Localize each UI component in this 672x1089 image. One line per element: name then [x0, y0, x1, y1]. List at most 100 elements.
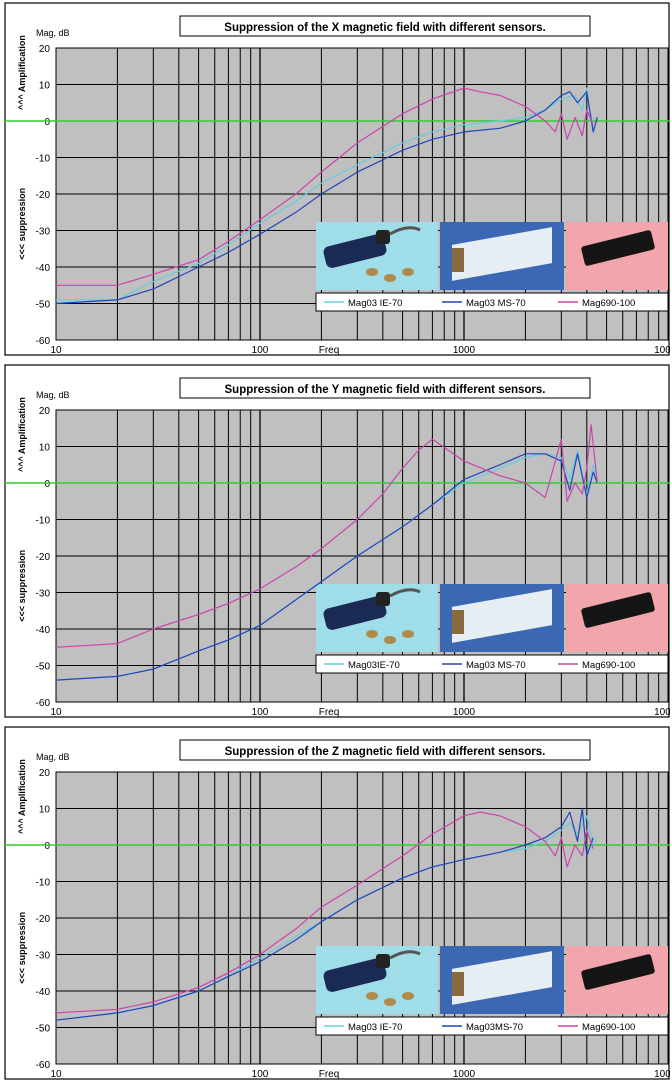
y-tick-label: -60 — [36, 336, 51, 347]
y-tick-label: 0 — [44, 841, 50, 852]
sensor-probe — [366, 992, 378, 1000]
chart-title: Suppression of the Y magnetic field with… — [225, 384, 546, 396]
y-axis-suppression-label: <<< suppression — [17, 188, 27, 260]
y-tick-label: -30 — [36, 951, 51, 962]
y-axis-amplification-label: ^^^ Amplification — [17, 35, 27, 110]
legend-label: Mag690-100 — [582, 298, 635, 309]
y-tick-label: -30 — [36, 227, 51, 238]
y-tick-label: 10 — [39, 81, 51, 92]
legend-label: Mag03 MS-70 — [466, 298, 526, 309]
sensor-black-body — [581, 954, 655, 990]
sensor-box-connector — [452, 610, 464, 634]
legend-label: Mag03MS-70 — [466, 1022, 523, 1033]
y-tick-label: -40 — [36, 625, 51, 636]
series-line-1 — [55, 453, 598, 681]
title-box — [179, 15, 591, 37]
y-tick-label: -60 — [36, 698, 51, 709]
y-tick-label: -60 — [36, 1060, 51, 1071]
sensor-black-body — [581, 230, 655, 266]
sensor-cylinder-cap — [376, 954, 390, 968]
title-box — [179, 739, 591, 761]
x-axis-label: Freq — [319, 707, 340, 718]
y-tick-label: -20 — [36, 552, 51, 563]
sensor-cable — [389, 226, 421, 236]
sensor-cylinder-body — [323, 234, 387, 268]
series-line-0 — [56, 87, 598, 301]
y-axis-unit-label: Mag, dB — [36, 390, 70, 400]
legend-label: Mag03IE-70 — [348, 660, 400, 671]
chart-y-svg: 20100-10-20-30-40-50-6010100100010000Fre… — [4, 364, 672, 718]
x-axis-label: Freq — [319, 345, 340, 356]
sensor-cable — [389, 588, 421, 598]
sensor-probe — [366, 630, 378, 638]
sensor-probe — [384, 274, 396, 282]
y-tick-label: -10 — [36, 154, 51, 165]
y-axis-suppression-label: <<< suppression — [17, 912, 27, 984]
y-tick-label: 10 — [39, 805, 51, 816]
x-tick-label: 10000 — [654, 1069, 670, 1080]
x-tick-label: 10 — [50, 1069, 62, 1080]
sensor-probe — [402, 630, 414, 638]
x-tick-label: 100 — [252, 345, 269, 356]
y-tick-label: 20 — [39, 406, 51, 417]
sensor-cylinder-cap — [376, 230, 390, 244]
sensor-box-body — [452, 227, 552, 281]
y-axis-amplification-label: ^^^ Amplification — [17, 397, 27, 472]
series-line-1 — [55, 807, 594, 1021]
y-axis-amplification-label: ^^^ Amplification — [17, 759, 27, 834]
y-axis-unit-label: Mag, dB — [36, 752, 70, 762]
chart-panel-x: 20100-10-20-30-40-50-6010100100010000Fre… — [4, 2, 672, 356]
y-tick-label: -20 — [36, 190, 51, 201]
legend-label: Mag03 IE-70 — [348, 1022, 402, 1033]
x-tick-label: 10 — [50, 707, 62, 718]
x-tick-label: 10000 — [654, 345, 670, 356]
sensor-cable — [389, 950, 421, 960]
sensor-probe — [402, 992, 414, 1000]
x-tick-label: 100 — [252, 1069, 269, 1080]
y-tick-label: 0 — [44, 117, 50, 128]
y-axis-suppression-label: <<< suppression — [17, 550, 27, 622]
y-tick-label: -40 — [36, 263, 51, 274]
x-tick-label: 1000 — [453, 707, 476, 718]
sensor-box-connector — [452, 248, 464, 272]
y-tick-label: -30 — [36, 589, 51, 600]
sensor-box-connector — [452, 972, 464, 996]
legend-label: Mag690-100 — [582, 1022, 635, 1033]
x-tick-label: 100 — [252, 707, 269, 718]
y-axis-unit-label: Mag, dB — [36, 28, 70, 38]
y-tick-label: -10 — [36, 516, 51, 527]
x-tick-label: 1000 — [453, 1069, 476, 1080]
y-tick-label: 0 — [44, 479, 50, 490]
legend-label: Mag690-100 — [582, 660, 635, 671]
chart-title: Suppression of the X magnetic field with… — [224, 22, 545, 34]
legend-box — [315, 292, 669, 312]
sensor-probe — [384, 636, 396, 644]
y-tick-label: -40 — [36, 987, 51, 998]
sensor-probe — [402, 268, 414, 276]
chart-title: Suppression of the Z magnetic field with… — [225, 746, 546, 758]
y-tick-label: -50 — [36, 662, 51, 673]
series-line-2 — [55, 424, 598, 648]
sensor-probe — [366, 268, 378, 276]
legend-label: Mag03 MS-70 — [466, 660, 526, 671]
chart-z-svg: 20100-10-20-30-40-50-6010100100010000Fre… — [4, 726, 672, 1080]
y-tick-label: 20 — [39, 768, 51, 779]
y-tick-label: 20 — [39, 44, 51, 55]
sensor-black-body — [581, 592, 655, 628]
x-tick-label: 10000 — [654, 707, 670, 718]
chart-panel-y: 20100-10-20-30-40-50-6010100100010000Fre… — [4, 364, 672, 718]
series-line-2 — [55, 811, 594, 1014]
legend-box — [315, 654, 669, 674]
y-tick-label: -10 — [36, 878, 51, 889]
x-axis-label: Freq — [319, 1069, 340, 1080]
sensor-box-body — [452, 589, 552, 643]
chart-panel-z: 20100-10-20-30-40-50-6010100100010000Fre… — [4, 726, 672, 1080]
sensor-cylinder-body — [323, 596, 387, 630]
legend-label: Mag03 IE-70 — [348, 298, 402, 309]
sensor-cylinder-body — [323, 958, 387, 992]
x-tick-label: 1000 — [453, 345, 476, 356]
sensor-cylinder-cap — [376, 592, 390, 606]
y-tick-label: -50 — [36, 1024, 51, 1035]
y-tick-label: -50 — [36, 300, 51, 311]
series-line-1 — [55, 91, 598, 305]
